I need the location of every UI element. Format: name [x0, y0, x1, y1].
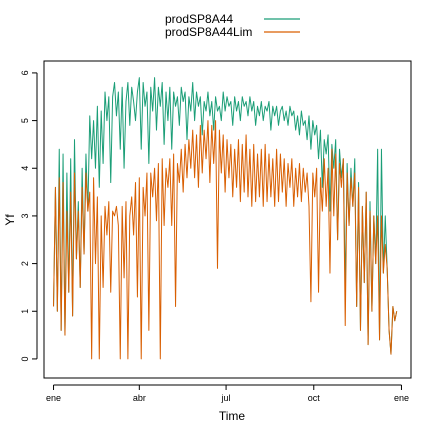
legend-label-series-1: prodSP8A44: [165, 12, 233, 26]
y-axis: 0 1 2 3 4 5 6: [20, 70, 38, 361]
plot-frame: [43, 60, 412, 379]
x-tick-label: ene: [46, 393, 61, 403]
x-tick-label: ene: [394, 393, 409, 403]
legend: prodSP8A44 prodSP8A44Lim: [165, 12, 300, 39]
y-tick-label: 2: [20, 261, 30, 266]
y-tick-label: 4: [20, 166, 30, 171]
x-axis-title: Time: [219, 409, 246, 423]
y-tick-label: 6: [20, 70, 30, 75]
x-tick-label: abr: [133, 393, 146, 403]
x-tick-label: oct: [308, 393, 321, 403]
y-tick-label: 0: [20, 356, 30, 361]
legend-label-series-2: prodSP8A44Lim: [165, 25, 252, 39]
series-layer: [53, 77, 398, 360]
series-line-2: [53, 120, 398, 360]
y-tick-label: 3: [20, 213, 30, 218]
y-tick-label: 1: [20, 309, 30, 314]
series-line-1: [53, 77, 398, 355]
y-axis-title: Yf: [3, 214, 17, 226]
x-axis: ene abr jul oct ene: [46, 384, 409, 403]
y-tick-label: 5: [20, 118, 30, 123]
x-tick-label: jul: [221, 393, 231, 403]
